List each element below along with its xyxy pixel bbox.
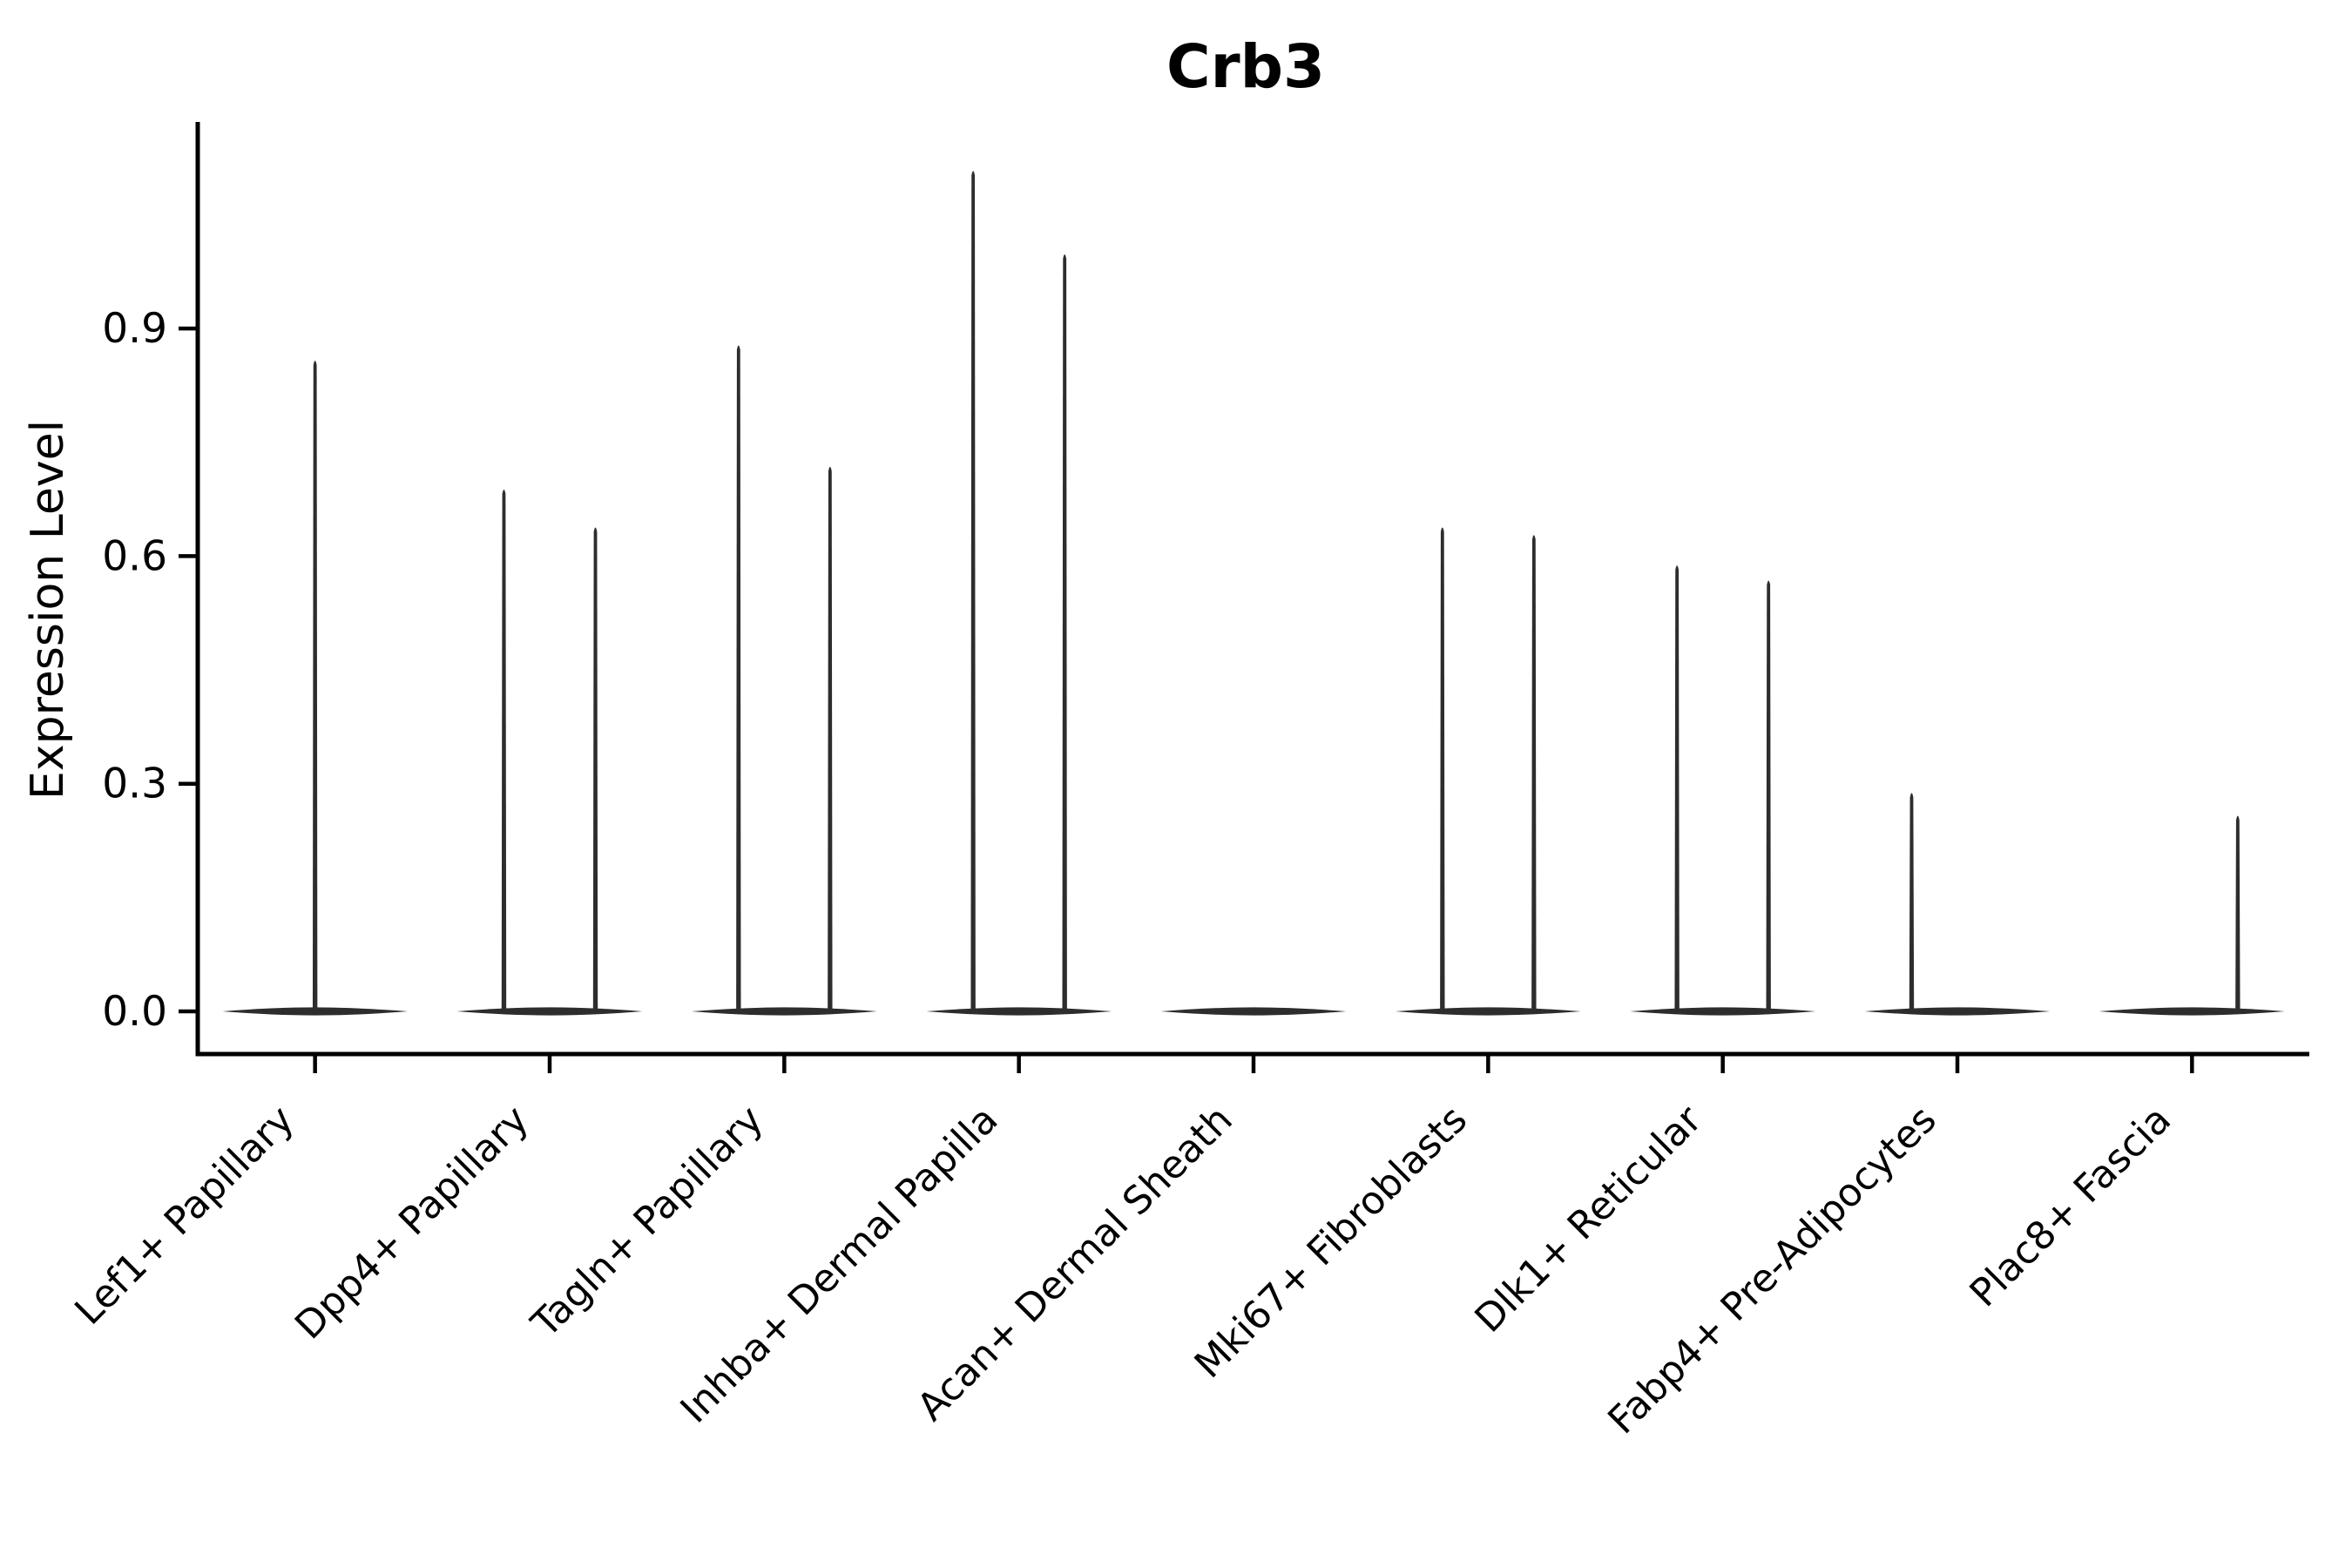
x-tick-label: Plac8+ Fascia: [1962, 1098, 2180, 1316]
y-tick-label: 0.9: [102, 305, 167, 353]
violin-6: [1395, 527, 1581, 1016]
violin-spike: [1531, 535, 1537, 1011]
x-tick-label: Lef1+ Papillary: [66, 1098, 302, 1334]
violin-spike: [1909, 793, 1915, 1011]
violin-9: [2099, 815, 2285, 1016]
y-tick-label: 0.6: [102, 532, 167, 580]
violin-spike: [1440, 527, 1445, 1011]
y-axis-ticks: 0.0 0.3 0.6 0.9: [102, 305, 198, 1036]
violin-1: [222, 360, 409, 1016]
violin-spike: [736, 345, 741, 1011]
y-tick-label: 0.3: [102, 760, 167, 808]
x-tick-label: Dpp4+ Papillary: [287, 1098, 537, 1348]
violin-spike: [970, 171, 976, 1011]
violin-4: [926, 171, 1112, 1016]
violin-spike: [2235, 815, 2240, 1011]
y-tick-label: 0.0: [102, 988, 167, 1036]
x-tick-label: Mki67+ Fibroblasts: [1186, 1098, 1476, 1387]
x-tick-label: Dlk1+ Reticular: [1466, 1097, 1711, 1342]
violin-spike: [1062, 254, 1067, 1011]
violin-spike: [1674, 565, 1680, 1011]
violin-8: [1864, 793, 2051, 1016]
violin-baseline: [1864, 1007, 2051, 1016]
violin-spike: [1766, 580, 1771, 1011]
violin-baseline: [926, 1007, 1112, 1016]
violins-layer: [222, 171, 2285, 1016]
violin-baseline: [2099, 1007, 2285, 1016]
chart-title: Crb3: [1166, 32, 1325, 102]
violin-spike: [828, 466, 833, 1011]
violin-baseline: [691, 1007, 877, 1016]
violin-baseline: [1395, 1007, 1581, 1016]
violin-baseline: [1160, 1007, 1347, 1016]
violin-2: [456, 490, 643, 1016]
violin-7: [1630, 565, 1816, 1016]
violin-3: [691, 345, 877, 1016]
y-axis-label: Expression Level: [22, 420, 74, 800]
violin-baseline: [1630, 1007, 1816, 1016]
violin-spike: [501, 490, 507, 1011]
violin-spike: [312, 360, 318, 1011]
x-tick-label: Tagln+ Papillary: [523, 1098, 772, 1347]
violin-5: [1160, 1007, 1347, 1016]
violin-baseline: [456, 1007, 643, 1016]
violin-spike: [592, 527, 598, 1011]
